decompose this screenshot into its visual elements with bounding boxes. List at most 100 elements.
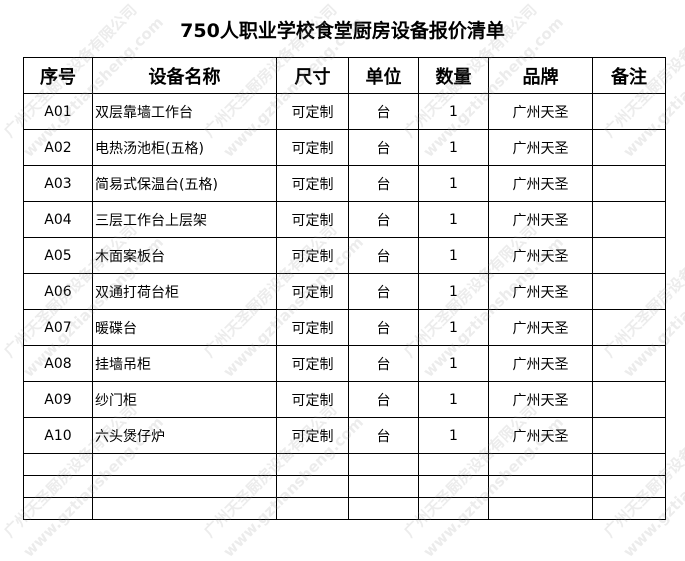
cell-qty: 1: [418, 309, 489, 346]
cell-note: [592, 93, 666, 130]
cell-note: [592, 381, 666, 418]
empty-cell: [276, 475, 349, 498]
cell-size: 可定制: [276, 201, 349, 238]
cell-brand: 广州天圣: [488, 381, 593, 418]
empty-cell: [276, 453, 349, 476]
cell-note: [592, 309, 666, 346]
cell-brand: 广州天圣: [488, 129, 593, 166]
cell-unit: 台: [348, 273, 419, 310]
cell-no: A02: [23, 129, 93, 166]
table-row: A09 纱门柜 可定制台 1 广州天圣: [23, 381, 666, 418]
cell-brand: 广州天圣: [488, 417, 593, 454]
cell-note: [592, 165, 666, 202]
cell-note: [592, 273, 666, 310]
cell-qty: 1: [418, 417, 489, 454]
empty-cell: [348, 453, 419, 476]
empty-cell: [418, 475, 489, 498]
cell-no: A06: [23, 273, 93, 310]
cell-unit: 台: [348, 237, 419, 274]
empty-cell: [348, 475, 419, 498]
cell-no: A04: [23, 201, 93, 238]
cell-qty: 1: [418, 93, 489, 130]
empty-cell: [592, 475, 666, 498]
cell-size: 可定制: [276, 93, 349, 130]
table-row: A05 木面案板台 可定制台 1 广州天圣: [23, 237, 666, 274]
page-title: 750人职业学校食堂厨房设备报价清单: [180, 20, 505, 42]
cell-note: [592, 201, 666, 238]
empty-cell: [488, 453, 593, 476]
cell-brand: 广州天圣: [488, 237, 593, 274]
cell-size: 可定制: [276, 417, 349, 454]
cell-unit: 台: [348, 417, 419, 454]
cell-brand: 广州天圣: [488, 201, 593, 238]
cell-brand: 广州天圣: [488, 165, 593, 202]
cell-unit: 台: [348, 165, 419, 202]
cell-name: 双层靠墙工作台: [92, 93, 277, 130]
header-size: 尺寸: [276, 57, 349, 94]
cell-note: [592, 345, 666, 382]
header-brand: 品牌: [488, 57, 593, 94]
header-note: 备注: [592, 57, 666, 94]
empty-cell: [23, 497, 93, 520]
empty-cell: [488, 475, 593, 498]
table-row: A08 挂墙吊柜 可定制台 1 广州天圣: [23, 345, 666, 382]
cell-qty: 1: [418, 201, 489, 238]
cell-size: 可定制: [276, 237, 349, 274]
empty-cell: [23, 453, 93, 476]
cell-qty: 1: [418, 165, 489, 202]
empty-row: [23, 497, 666, 520]
empty-row: [23, 475, 666, 498]
cell-brand: 广州天圣: [488, 93, 593, 130]
cell-no: A07: [23, 309, 93, 346]
cell-no: A03: [23, 165, 93, 202]
cell-qty: 1: [418, 129, 489, 166]
empty-cell: [92, 497, 277, 520]
cell-size: 可定制: [276, 129, 349, 166]
cell-no: A05: [23, 237, 93, 274]
table-row: A03 简易式保温台(五格) 可定制台 1 广州天圣: [23, 165, 666, 202]
empty-cell: [488, 497, 593, 520]
cell-name: 暖碟台: [92, 309, 277, 346]
empty-cell: [592, 453, 666, 476]
cell-unit: 台: [348, 309, 419, 346]
empty-cell: [23, 475, 93, 498]
header-no: 序号: [23, 57, 93, 94]
cell-name: 纱门柜: [92, 381, 277, 418]
cell-qty: 1: [418, 273, 489, 310]
header-row: 序号 设备名称 尺寸 单位 数量 品牌 备注: [23, 57, 666, 94]
empty-cell: [418, 497, 489, 520]
cell-brand: 广州天圣: [488, 273, 593, 310]
cell-brand: 广州天圣: [488, 345, 593, 382]
table-row: A01 双层靠墙工作台 可定制台 1 广州天圣: [23, 93, 666, 130]
table-row: A02 电热汤池柜(五格) 可定制台 1 广州天圣: [23, 129, 666, 166]
cell-name: 木面案板台: [92, 237, 277, 274]
header-qty: 数量: [418, 57, 489, 94]
quote-table: 序号 设备名称 尺寸 单位 数量 品牌 备注 A01 双层靠墙工作台 可定制台 1 广州…: [23, 57, 666, 520]
cell-unit: 台: [348, 345, 419, 382]
header-name: 设备名称: [92, 57, 277, 94]
cell-note: [592, 237, 666, 274]
empty-cell: [348, 497, 419, 520]
empty-cell: [418, 453, 489, 476]
cell-unit: 台: [348, 93, 419, 130]
cell-qty: 1: [418, 237, 489, 274]
empty-cell: [92, 453, 277, 476]
cell-size: 可定制: [276, 309, 349, 346]
cell-name: 挂墙吊柜: [92, 345, 277, 382]
cell-no: A10: [23, 417, 93, 454]
cell-unit: 台: [348, 129, 419, 166]
cell-no: A08: [23, 345, 93, 382]
cell-qty: 1: [418, 381, 489, 418]
cell-unit: 台: [348, 381, 419, 418]
empty-cell: [592, 497, 666, 520]
cell-no: A09: [23, 381, 93, 418]
cell-name: 六头煲仔炉: [92, 417, 277, 454]
cell-size: 可定制: [276, 165, 349, 202]
cell-note: [592, 417, 666, 454]
table-row: A04 三层工作台上层架 可定制台 1 广州天圣: [23, 201, 666, 238]
cell-size: 可定制: [276, 273, 349, 310]
cell-name: 三层工作台上层架: [92, 201, 277, 238]
cell-qty: 1: [418, 345, 489, 382]
table-row: A06 双通打荷台柜 可定制台 1 广州天圣: [23, 273, 666, 310]
cell-note: [592, 129, 666, 166]
